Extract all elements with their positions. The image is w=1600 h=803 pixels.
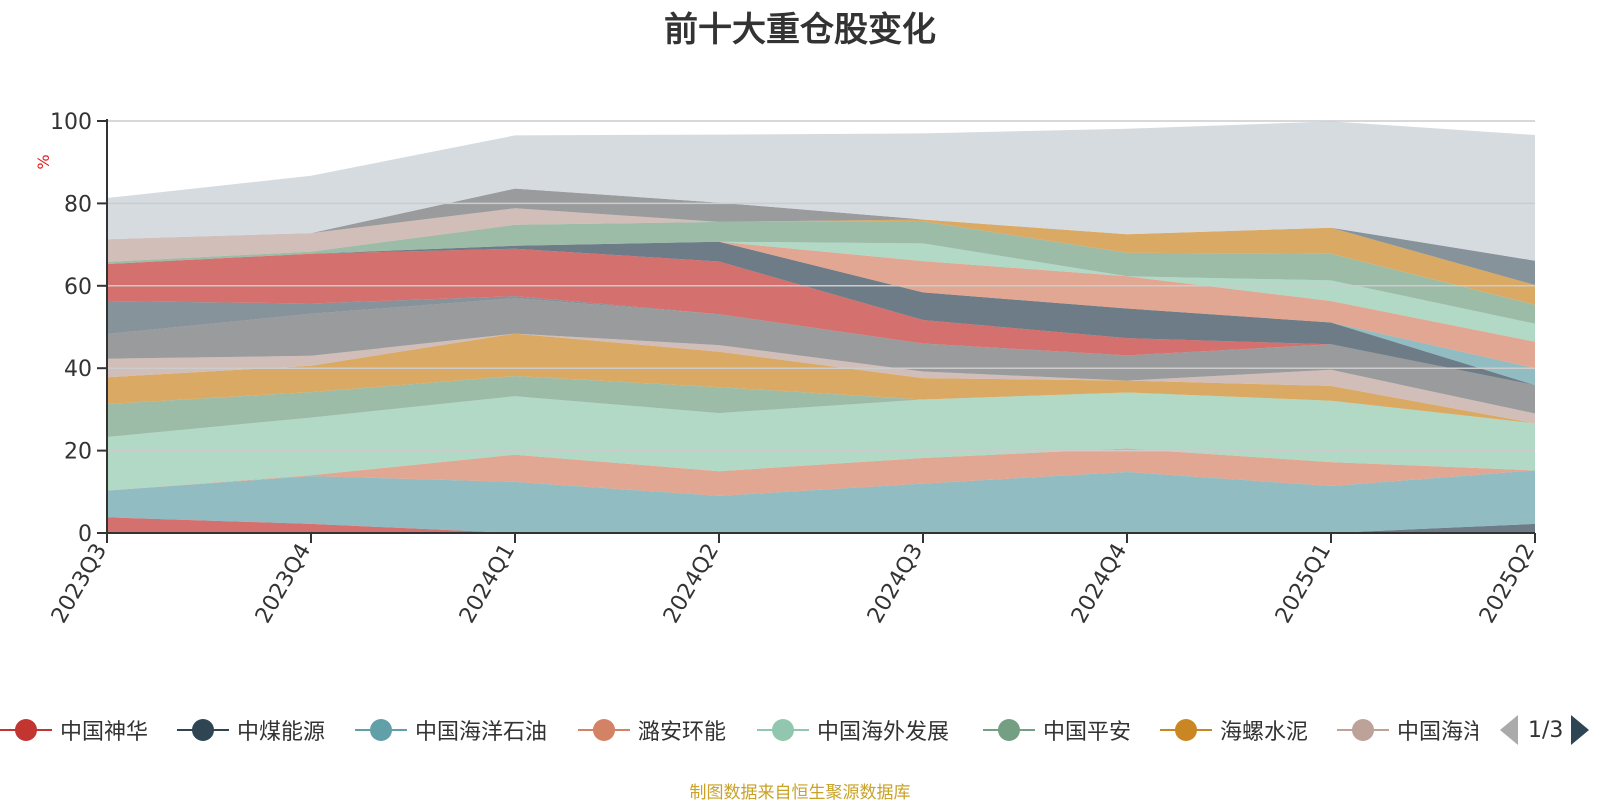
legend-marker-icon xyxy=(0,719,52,741)
legend-item[interactable]: 中煤能源 xyxy=(177,712,325,748)
series-area-10 xyxy=(107,248,1535,386)
series-area-20 xyxy=(107,121,1535,261)
legend-item[interactable]: 中国神华 xyxy=(0,712,148,748)
series-area-15 xyxy=(107,221,1535,324)
series-area-3 xyxy=(107,448,1535,496)
legend-item[interactable]: 中国海外发展 xyxy=(757,712,949,748)
x-tick-label-2024Q3: 2024Q3 xyxy=(863,540,928,628)
series-area-16 xyxy=(107,219,1535,305)
series-area-8 xyxy=(107,298,1535,414)
previous-page-icon[interactable] xyxy=(1500,715,1518,745)
series-area-6 xyxy=(107,333,1535,424)
series-area-9 xyxy=(107,296,1535,386)
y-tick-label-0: 0 xyxy=(78,522,92,547)
x-tick-label-2024Q2: 2024Q2 xyxy=(659,540,724,628)
y-tick-label-60: 60 xyxy=(64,275,92,300)
x-tick-label-2024Q1: 2024Q1 xyxy=(455,540,520,628)
y-tick-label-100: 100 xyxy=(50,110,92,135)
x-tick-label-2024Q4: 2024Q4 xyxy=(1067,540,1132,628)
legend-marker-icon xyxy=(757,719,809,741)
legend-item[interactable]: 海螺水泥 xyxy=(1160,712,1308,748)
series-area-1 xyxy=(107,517,1535,533)
legend-marker-icon xyxy=(578,719,630,741)
y-tick-label-80: 80 xyxy=(64,192,92,217)
page-indicator: 1/3 xyxy=(1528,717,1564,743)
x-tick-label-2023Q3: 2023Q3 xyxy=(47,540,112,628)
series-area-13 xyxy=(107,241,1535,369)
legend-item[interactable]: 中国平安 xyxy=(983,712,1131,748)
series-area-4 xyxy=(107,392,1535,491)
legend-item[interactable]: 中国海洋石油 xyxy=(355,712,547,748)
series-area-0 xyxy=(107,517,1535,533)
series-area-5 xyxy=(107,376,1535,437)
legend: 中国神华 中煤能源 中国海洋石油 潞安环能 中国海外发展 中国平安 海螺水泥 中国海洋石油 xyxy=(0,712,1478,748)
x-tick-label-2025Q2: 2025Q2 xyxy=(1475,540,1540,628)
legend-marker-icon xyxy=(355,719,407,741)
series-area-11 xyxy=(107,241,1535,386)
legend-label: 中国海外发展 xyxy=(817,720,950,745)
legend-item[interactable]: 潞安环能 xyxy=(578,712,726,748)
series-area-18 xyxy=(107,188,1535,285)
series-area-7 xyxy=(107,333,1535,424)
x-tick-label-2023Q4: 2023Q4 xyxy=(251,540,316,628)
legend-pager: 1/3 xyxy=(1500,714,1600,746)
legend-label: 中国海洋石油 xyxy=(1397,720,1478,745)
legend-label: 中国海洋石油 xyxy=(415,720,548,745)
legend-item[interactable]: 中国海洋石油 xyxy=(1337,712,1478,748)
x-tick-label-2025Q1: 2025Q1 xyxy=(1271,540,1336,628)
y-tick-label-40: 40 xyxy=(64,357,92,382)
y-axis-unit-label: % xyxy=(34,154,53,169)
legend-marker-icon xyxy=(983,719,1035,741)
legend-marker-icon xyxy=(1160,719,1212,741)
next-page-icon[interactable] xyxy=(1571,715,1590,745)
series-area-2 xyxy=(107,470,1535,533)
legend-marker-icon xyxy=(1337,719,1389,741)
data-source-note: 制图数据来自恒生聚源数据库 xyxy=(689,783,911,803)
series-area-17 xyxy=(107,208,1535,285)
legend-label: 中国神华 xyxy=(60,720,149,745)
legend-label: 海螺水泥 xyxy=(1220,720,1309,745)
stacked-area-chart: 0 20 40 60 80 100% 2023Q3 2023Q4 2024Q1 2024Q2 202… xyxy=(34,110,1540,628)
legend-label: 中国平安 xyxy=(1043,720,1132,745)
legend-marker-icon xyxy=(177,719,229,741)
y-tick-label-20: 20 xyxy=(64,440,92,465)
legend-label: 潞安环能 xyxy=(638,720,727,745)
chart-title: 前十大重仓股变化 xyxy=(664,10,936,50)
legend-label: 中煤能源 xyxy=(237,720,326,745)
